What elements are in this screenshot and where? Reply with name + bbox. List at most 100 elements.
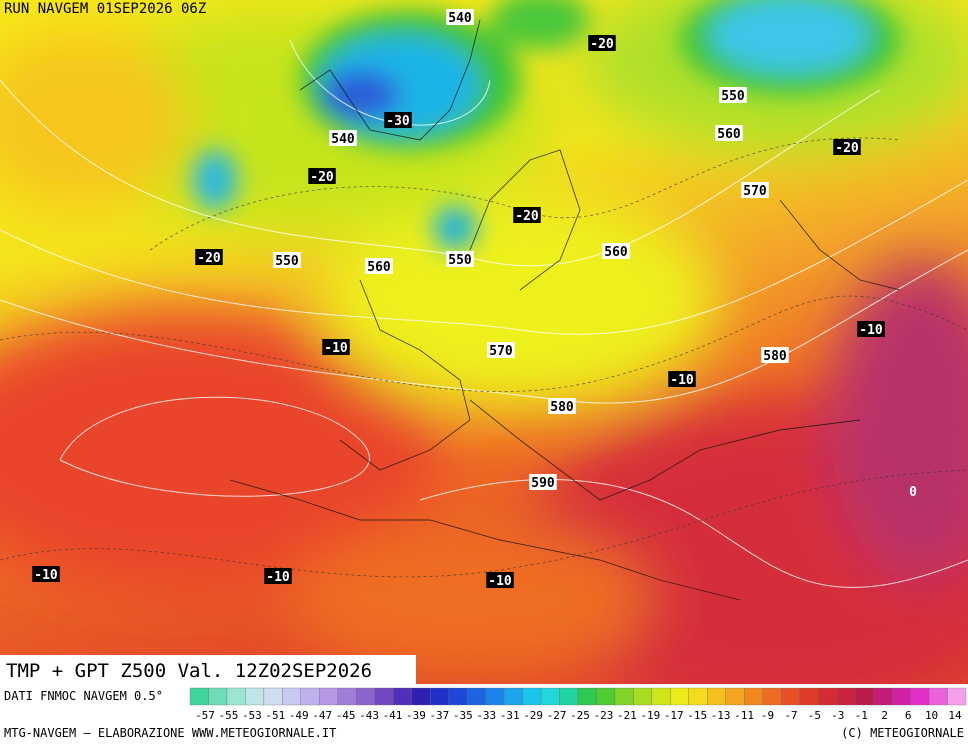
colorbar-tick-label: -57	[195, 709, 215, 722]
label-box	[446, 251, 474, 267]
contour-label: 550	[719, 87, 747, 104]
label-box	[365, 258, 393, 274]
footer-right: (C) METEOGIORNALE	[841, 726, 964, 740]
colorbar-swatch	[873, 687, 893, 706]
contour-label: 0	[909, 485, 917, 500]
colorbar-swatch	[466, 687, 486, 706]
colorbar-tick-label: -33	[476, 709, 496, 722]
colorbar-swatch	[670, 687, 690, 706]
colorbar-swatch	[430, 687, 449, 706]
height-label: 550	[448, 253, 472, 268]
colorbar-swatch	[688, 687, 708, 706]
height-label: 570	[489, 344, 513, 359]
colorbar-swatch	[577, 687, 597, 706]
contour-label: 570	[487, 342, 515, 359]
colorbar-swatch	[245, 687, 265, 706]
contour-label: 590	[529, 474, 557, 491]
contour-label: 560	[365, 258, 393, 275]
contour-label: -10	[32, 566, 60, 583]
map-title: TMP + GPT Z500 Val. 12Z02SEP2026	[6, 660, 372, 682]
contour-label: -20	[513, 207, 541, 224]
colorbar-swatch	[707, 687, 726, 706]
label-box	[322, 339, 350, 355]
colorbar-swatch	[226, 687, 246, 706]
contour-label: 540	[329, 130, 357, 147]
colorbar-swatch	[374, 687, 394, 706]
colorbar-swatch	[485, 687, 505, 706]
colorbar-tick-label: -9	[761, 709, 774, 722]
colorbar-tick-label: -41	[383, 709, 403, 722]
contour-label: -20	[195, 249, 223, 266]
colorbar-swatch	[337, 687, 357, 706]
colorbar-swatch	[282, 687, 302, 706]
contour-label: -10	[668, 371, 696, 388]
colorbar-swatch	[725, 687, 745, 706]
label-box	[588, 35, 616, 51]
label-box	[715, 125, 743, 141]
colorbar-swatch	[910, 687, 930, 706]
colorbar-swatch	[411, 687, 431, 706]
colorbar-tick-label: 6	[905, 709, 912, 722]
source-label: DATI FNMOC NAVGEM 0.5°	[4, 689, 163, 703]
temperature-label: -20	[590, 37, 614, 52]
height-label: 580	[763, 349, 787, 364]
label-box	[195, 249, 223, 265]
colorbar-swatch	[799, 687, 819, 706]
label-box	[668, 371, 696, 387]
label-box	[513, 207, 541, 223]
temperature-label: -20	[835, 141, 859, 156]
colorbar-tick-label: -51	[265, 709, 285, 722]
label-box	[602, 243, 630, 259]
label-box	[486, 572, 514, 588]
colorbar-tick-label: -39	[406, 709, 426, 722]
label-box	[308, 168, 336, 184]
label-box	[446, 9, 474, 25]
colorbar-swatch	[448, 687, 468, 706]
colorbar-tick-label: -17	[664, 709, 684, 722]
colorbar-tick-label: -35	[453, 709, 473, 722]
label-box	[719, 87, 747, 103]
temperature-label: -30	[386, 114, 410, 129]
colorbar-swatch	[818, 687, 837, 706]
colorbar-swatch	[189, 687, 209, 706]
colorbar-tick-label: -21	[617, 709, 637, 722]
colorbar-tick-label: -11	[734, 709, 754, 722]
temperature-label: -10	[324, 341, 348, 356]
temperature-label: -10	[266, 570, 290, 585]
colorbar-tick-label: -55	[219, 709, 239, 722]
label-box	[32, 566, 60, 582]
contour-label: -10	[264, 568, 292, 585]
colorbar-tick-label: -49	[289, 709, 309, 722]
contour-label: 560	[602, 243, 630, 260]
run-label: RUN NAVGEM 01SEP2026 06Z	[4, 1, 206, 17]
label-box	[741, 182, 769, 198]
contour-label: -20	[833, 139, 861, 156]
contour-label: 540	[446, 9, 474, 26]
colorbar-tick-label: -29	[523, 709, 543, 722]
colorbar-tick-label: -5	[808, 709, 821, 722]
colorbar-swatch	[300, 687, 320, 706]
contour-label: 580	[761, 347, 789, 364]
colorbar-tick-label: -23	[594, 709, 614, 722]
contour-label: 570	[741, 182, 769, 199]
height-label: 560	[717, 127, 741, 142]
height-label: 560	[367, 260, 391, 275]
label-box	[857, 321, 885, 337]
colorbar-swatch	[614, 687, 634, 706]
height-label: 540	[331, 132, 355, 147]
label-box	[329, 130, 357, 146]
colorbar-tick-label: -43	[359, 709, 379, 722]
contour-label: -20	[308, 168, 336, 185]
colorbar-tick-label: 14	[948, 709, 962, 722]
contour-label: 560	[715, 125, 743, 142]
map-field	[0, 0, 968, 684]
contour-label: -30	[384, 112, 412, 129]
label-box	[273, 252, 301, 268]
colorbar-swatch	[393, 687, 412, 706]
height-label: 570	[743, 184, 767, 199]
height-label: 590	[531, 476, 555, 491]
label-box	[833, 139, 861, 155]
temperature-label: -10	[859, 323, 883, 338]
